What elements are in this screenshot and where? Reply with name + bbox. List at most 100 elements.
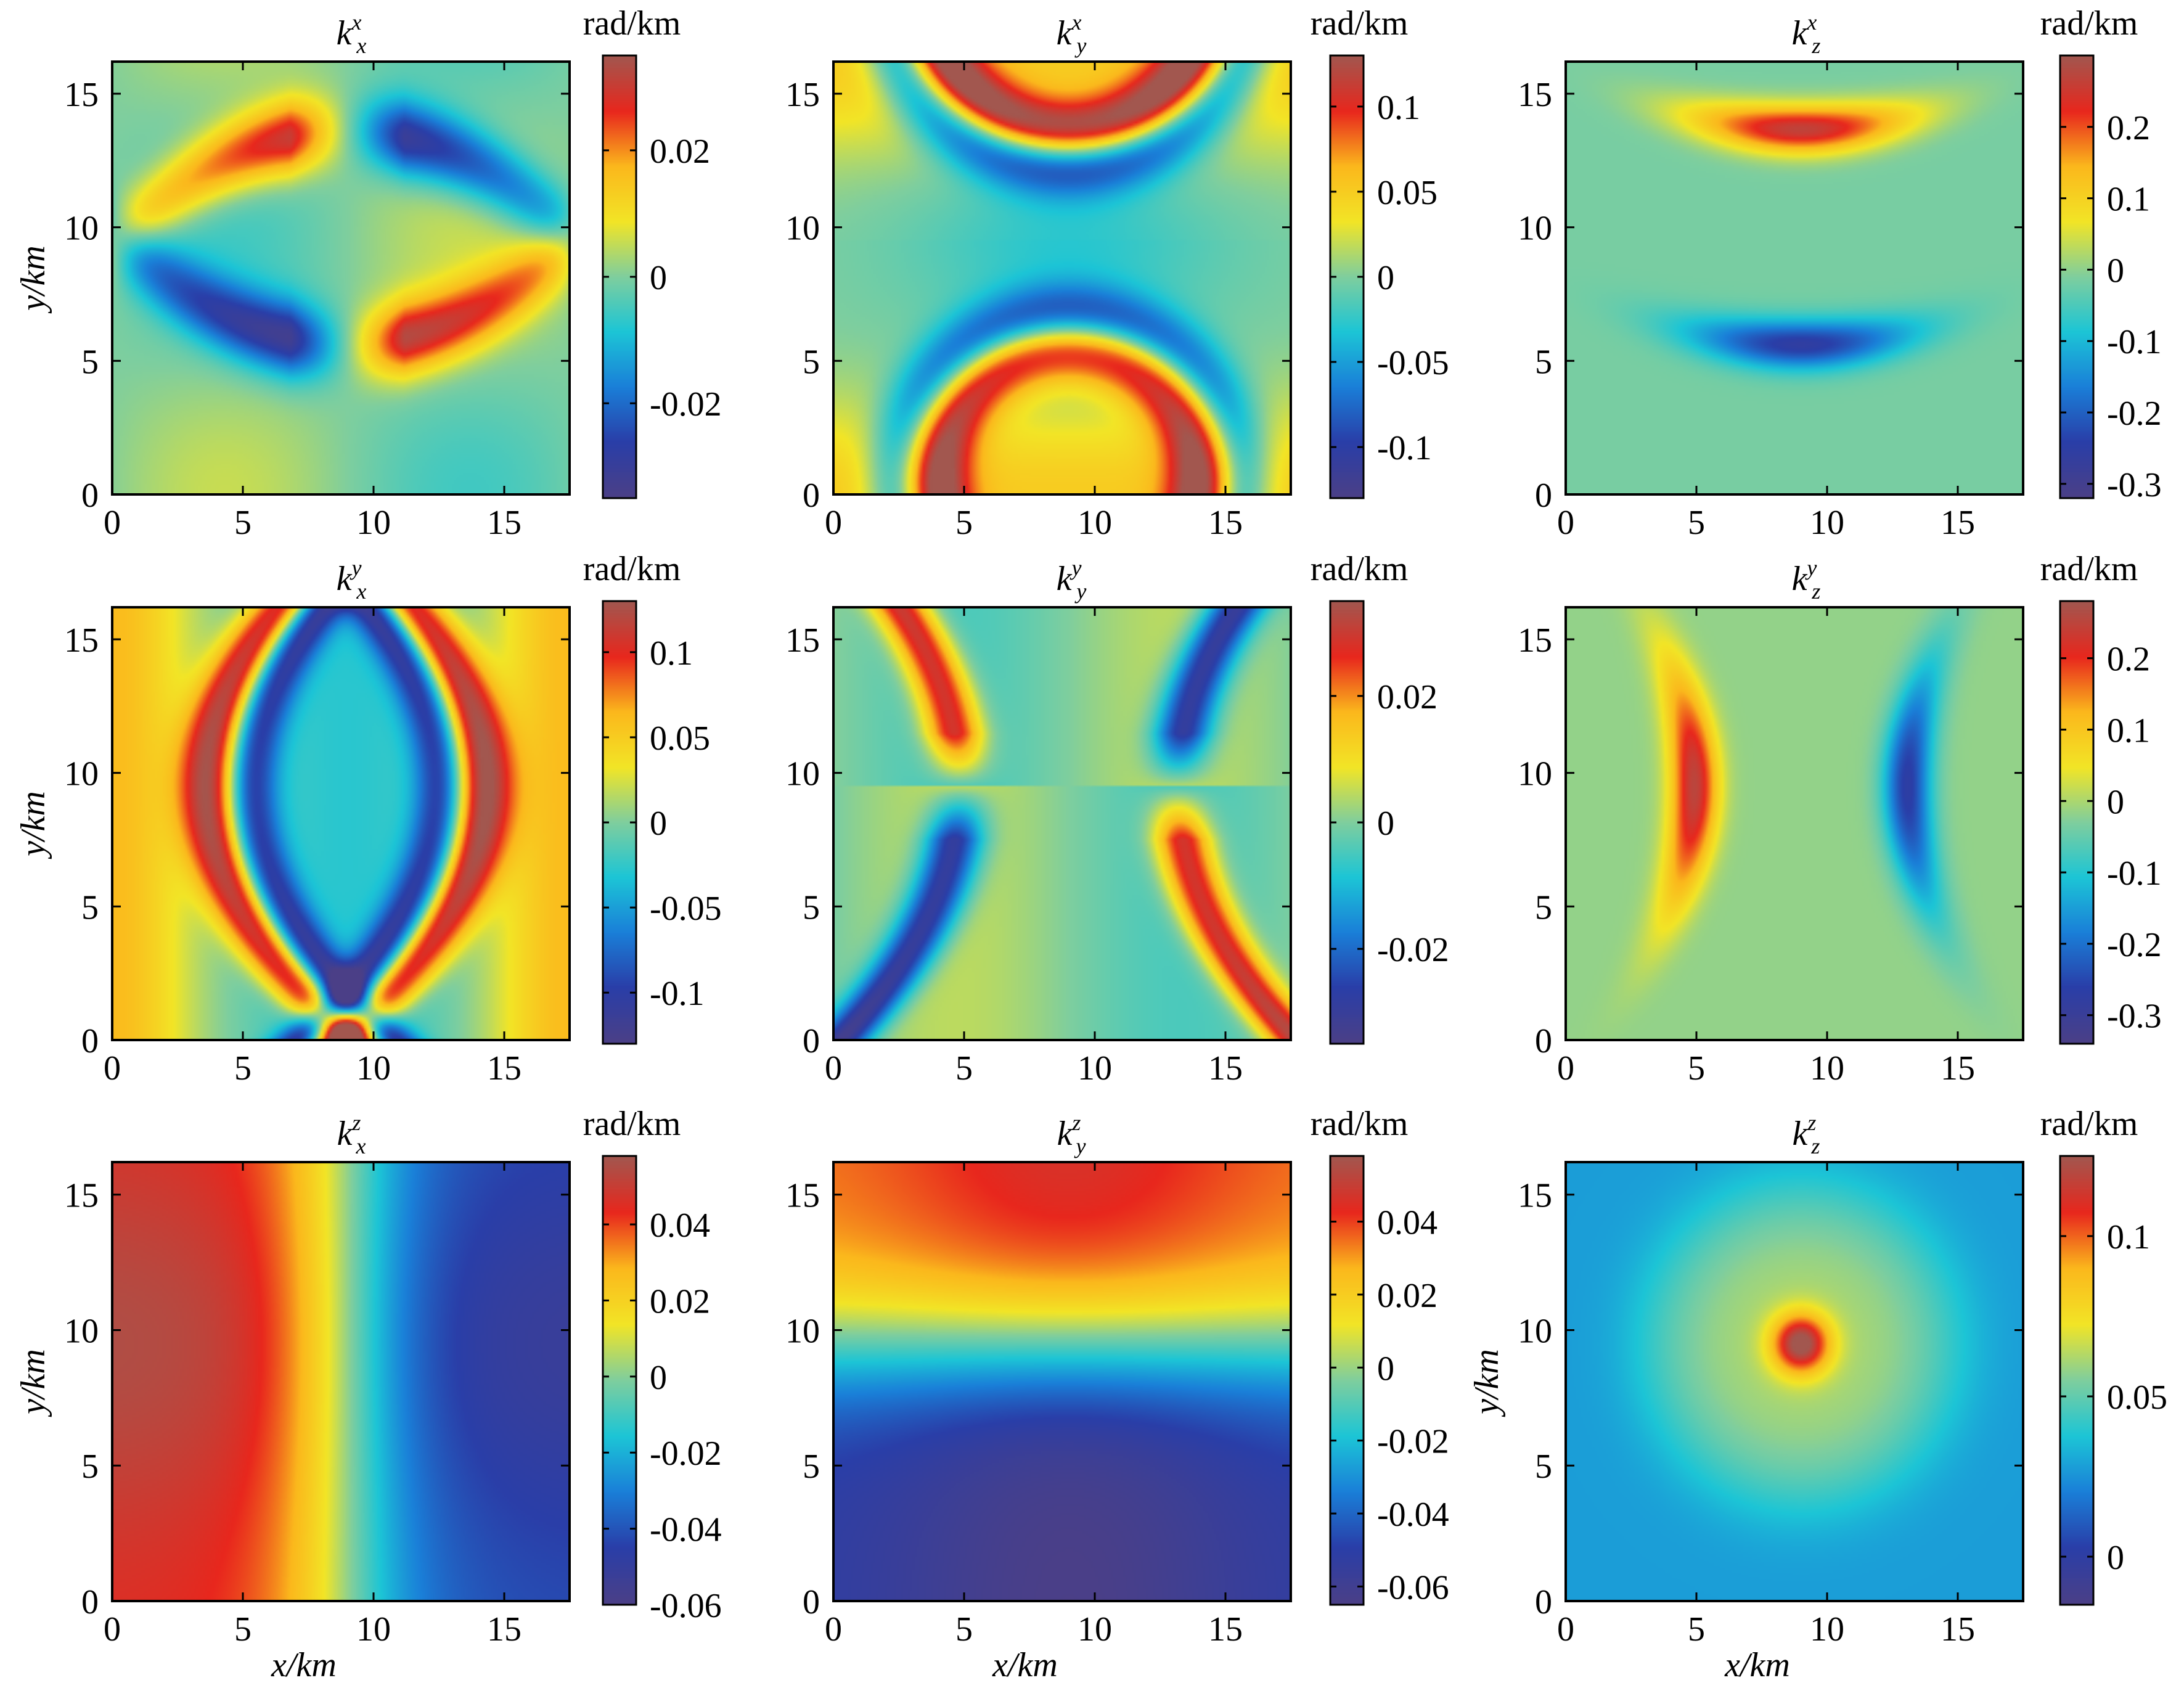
x-tick-label: 15 — [1208, 1610, 1243, 1649]
colorbar-frame — [602, 1155, 637, 1606]
y-tick-label: 15 — [64, 621, 99, 660]
x-tick-label: 10 — [1810, 1049, 1844, 1088]
colorbar-tick-label: 0.04 — [1377, 1204, 1438, 1242]
colorbar-tick-label: -0.04 — [650, 1511, 722, 1549]
x-tick-label: 15 — [1208, 504, 1243, 542]
colorbar-tick-label: -0.05 — [1377, 344, 1449, 382]
colorbar-tick-label: 0.05 — [1377, 174, 1438, 212]
x-tick-label: 0 — [1557, 504, 1574, 542]
heatmap-image — [112, 1162, 570, 1601]
y-tick-label: 5 — [1535, 343, 1552, 381]
x-tick-label: 5 — [955, 1049, 973, 1088]
x-tick-label: 5 — [234, 504, 252, 542]
x-tick-label: 5 — [234, 1610, 252, 1649]
x-tick-label: 15 — [1941, 1049, 1975, 1088]
panel-title: kx y — [1057, 10, 1087, 58]
y-tick-label: 10 — [1518, 755, 1552, 793]
colorbar — [1330, 1156, 1364, 1605]
heatmap-image — [1566, 1162, 2023, 1601]
y-tick-label: 10 — [64, 755, 99, 793]
panel-title: ky x — [337, 555, 367, 604]
x-tick-label: 0 — [825, 1610, 842, 1649]
colorbar-tick-label: -0.06 — [1377, 1568, 1449, 1607]
x-tick-label: 15 — [487, 1610, 521, 1649]
x-tick-label: 0 — [1557, 1049, 1574, 1088]
x-tick-label: 10 — [356, 1049, 391, 1088]
colorbar-tick-label: 0.1 — [2107, 1218, 2150, 1256]
colorbar-tick-label: -0.1 — [2107, 323, 2162, 361]
y-tick-label: 10 — [785, 1312, 820, 1350]
colorbar-tick-label: 0 — [1377, 259, 1394, 297]
colorbar — [2060, 1156, 2093, 1605]
colorbar-unit-label: rad/km — [2040, 4, 2138, 43]
colorbar-tick-label: -0.02 — [1377, 931, 1449, 969]
colorbar-tick-label: 0 — [1377, 1350, 1394, 1388]
y-tick-label: 5 — [1535, 1448, 1552, 1486]
x-tick-label: 0 — [825, 504, 842, 542]
panel-kzx: 0 5 10 15 0 5 10 15 kz x y/km x/km rad/km 0.04 0.02 0 -0… — [14, 1105, 722, 1684]
y-tick-label: 10 — [1518, 210, 1552, 248]
colorbar-tick-label: -0.02 — [650, 1435, 722, 1473]
x-tick-label: 15 — [1941, 1610, 1975, 1649]
y-tick-label: 10 — [64, 210, 99, 248]
colorbar-tick-label: 0.1 — [1377, 89, 1420, 127]
colorbar-tick-label: 0.2 — [2107, 109, 2150, 147]
x-tick-label: 10 — [1810, 504, 1844, 542]
panel-kxz: 0 5 10 15 0 5 10 15 kx z rad/km 0.2 0.1 0 -0.1 -0.2 -0.3 — [1518, 4, 2162, 542]
plot-frame — [111, 606, 571, 1041]
colorbar-unit-label: rad/km — [583, 1105, 681, 1143]
y-axis-label: y/km — [14, 1349, 52, 1417]
panel-kxy: 0 5 10 15 0 5 10 15 kx y rad/km 0.1 0.05 0 -0.05 -0.1 — [785, 4, 1449, 542]
heatmap-image — [1566, 62, 2023, 494]
plot-frame — [832, 1161, 1292, 1602]
colorbar — [2060, 55, 2093, 498]
plot-frame — [111, 1161, 571, 1602]
colorbar-tick-label: 0 — [2107, 252, 2124, 290]
y-axis-label: y/km — [1468, 1349, 1506, 1417]
colorbar-tick-label: 0.02 — [650, 133, 710, 171]
colorbar-tick-label: 0.2 — [2107, 641, 2150, 679]
y-tick-label: 15 — [785, 1177, 820, 1215]
y-tick-label: 0 — [803, 1583, 820, 1621]
x-tick-label: 0 — [104, 1610, 121, 1649]
plot-frame — [832, 60, 1292, 496]
y-tick-label: 0 — [81, 477, 99, 515]
colorbar-tick-label: 0 — [2107, 1539, 2124, 1577]
plot-frame — [1564, 606, 2024, 1041]
x-tick-label: 10 — [1078, 504, 1112, 542]
heatmap-image — [112, 62, 570, 494]
colorbar-tick-label: 0 — [650, 259, 667, 297]
x-tick-label: 0 — [1557, 1610, 1574, 1649]
colorbar-tick-label: 0.02 — [1377, 1277, 1438, 1315]
colorbar-tick-label: -0.06 — [650, 1587, 722, 1625]
heatmap-image — [833, 62, 1291, 494]
panel-kxx: 0 5 10 15 0 5 10 15 kx x y/km rad/km 0.02 0 -0.02 — [14, 4, 722, 542]
x-tick-label: 10 — [1810, 1610, 1844, 1649]
x-tick-label: 15 — [1208, 1049, 1243, 1088]
y-tick-label: 5 — [803, 343, 820, 381]
x-tick-label: 10 — [1078, 1049, 1112, 1088]
panel-kyx: 0 5 10 15 0 5 10 15 ky x y/km rad/km 0.1 0.05 0 -0.05 -0… — [14, 550, 722, 1088]
y-tick-label: 0 — [803, 1022, 820, 1060]
x-axis-label: x/km — [271, 1646, 337, 1684]
x-tick-label: 5 — [1688, 504, 1705, 542]
y-tick-label: 15 — [1518, 621, 1552, 660]
colorbar-unit-label: rad/km — [1311, 1105, 1409, 1143]
colorbar-unit-label: rad/km — [1311, 4, 1409, 43]
y-axis-label: y/km — [14, 791, 52, 859]
y-axis-label: y/km — [14, 245, 52, 314]
y-tick-label: 5 — [81, 888, 99, 927]
y-tick-label: 15 — [1518, 1177, 1552, 1215]
x-tick-label: 5 — [1688, 1049, 1705, 1088]
y-tick-label: 10 — [785, 210, 820, 248]
colorbar-tick-label: -0.02 — [1377, 1423, 1449, 1461]
x-tick-label: 10 — [356, 504, 391, 542]
colorbar-tick-label: 0 — [1377, 805, 1394, 843]
x-tick-label: 15 — [487, 504, 521, 542]
colorbar-tick-label: -0.02 — [650, 385, 722, 424]
y-tick-label: 0 — [1535, 1583, 1552, 1621]
y-tick-label: 10 — [64, 1312, 99, 1350]
colorbar-tick-label: 0.05 — [650, 719, 710, 758]
plot-frame — [111, 60, 571, 496]
colorbar-unit-label: rad/km — [2040, 550, 2138, 588]
